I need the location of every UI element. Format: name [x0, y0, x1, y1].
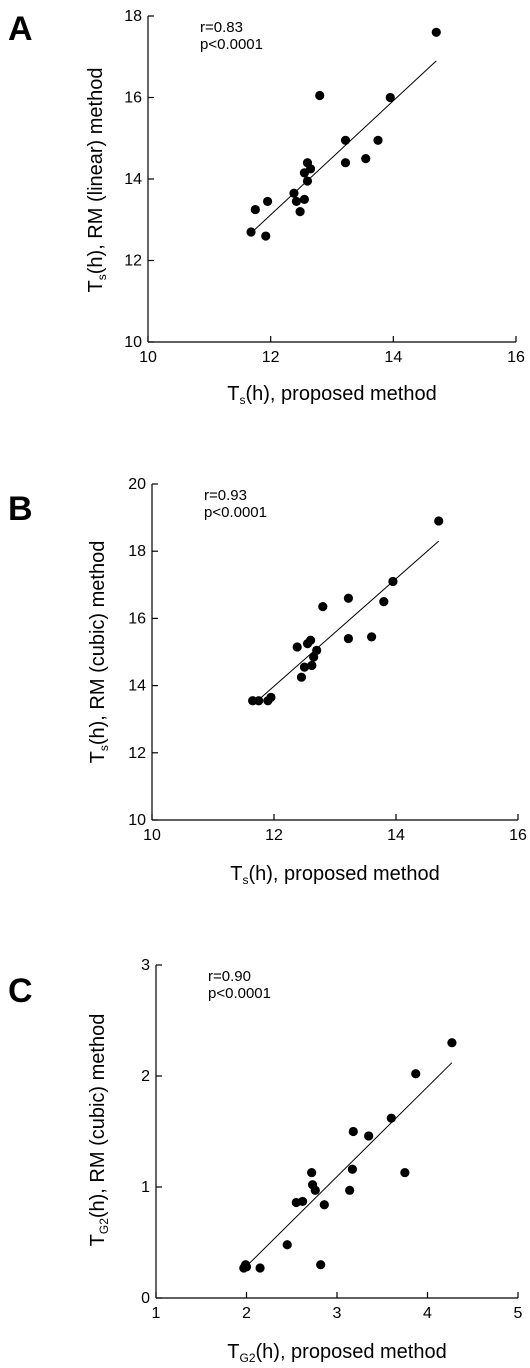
- y-tick-label: 10: [128, 812, 146, 829]
- data-point: [296, 672, 307, 682]
- data-point: [306, 635, 316, 645]
- stats-annotation: r=0.83: [200, 19, 243, 36]
- data-point: [255, 1263, 265, 1273]
- regression-line: [255, 540, 440, 703]
- x-tick-label: 10: [143, 827, 161, 844]
- x-tick-label: 12: [265, 827, 283, 844]
- x-axis-label: TG2(h), proposed method: [227, 1341, 446, 1365]
- x-axis-label: Ts(h), proposed method: [227, 383, 436, 407]
- panel-a: A 10 12 14 16 18 10 12 14 16 r=0.83p<0.0001 Ts(h), …: [8, 8, 525, 407]
- data-point: [299, 662, 310, 672]
- data-point: [246, 227, 256, 237]
- x-tick-label: 3: [333, 1305, 342, 1322]
- y-tick-label: 18: [124, 8, 142, 25]
- y-tick-label: 14: [124, 171, 142, 188]
- data-point: [345, 1185, 355, 1195]
- data-point: [343, 593, 354, 603]
- data-point: [315, 90, 325, 101]
- x-tick-label: 14: [387, 827, 405, 844]
- data-point: [431, 27, 441, 37]
- data-point: [310, 1185, 320, 1195]
- data-point: [379, 597, 389, 607]
- regression-line: [244, 1062, 453, 1269]
- data-point: [385, 92, 395, 103]
- data-point: [292, 642, 302, 652]
- data-point: [411, 1069, 421, 1079]
- panel-b: B 10 12 14 16 18 20 10 12 14 16 r=0.93p<0.0001 Ts(h)…: [8, 476, 527, 887]
- x-tick-label: 10: [139, 349, 157, 366]
- stats-annotation: p<0.0001: [204, 504, 267, 521]
- data-point: [241, 1262, 252, 1272]
- data-point: [254, 696, 264, 706]
- y-tick-label: 10: [124, 334, 142, 351]
- y-tick-label: 3: [141, 957, 150, 974]
- data-point: [340, 158, 351, 168]
- panel-letter: A: [8, 10, 33, 48]
- data-point: [302, 176, 313, 186]
- data-point: [348, 1126, 358, 1137]
- data-point: [250, 204, 260, 215]
- data-point: [299, 194, 309, 204]
- y-tick-label: 1: [141, 1179, 150, 1196]
- x-tick-label: 14: [384, 349, 402, 366]
- y-axis-label: TG2(h), RM (cubic) method: [87, 1014, 111, 1247]
- data-point: [447, 1038, 457, 1048]
- data-point: [347, 1164, 357, 1174]
- data-point: [361, 154, 371, 164]
- data-point: [307, 1167, 317, 1178]
- data-point: [319, 1200, 329, 1210]
- y-tick-label: 20: [128, 476, 146, 493]
- y-axis-label: Ts(h), RM (linear) method: [85, 68, 109, 293]
- data-point: [434, 516, 444, 526]
- y-tick-label: 0: [141, 1290, 150, 1307]
- stats-annotation: r=0.90: [208, 968, 251, 985]
- data-point: [343, 633, 354, 644]
- data-point: [298, 1196, 308, 1207]
- data-point: [340, 135, 351, 145]
- x-tick-label: 4: [423, 1305, 432, 1322]
- x-tick-label: 2: [242, 1305, 251, 1322]
- data-point: [386, 1113, 396, 1123]
- data-point: [307, 660, 317, 671]
- y-tick-label: 16: [124, 90, 142, 107]
- data-point: [289, 188, 299, 198]
- regression-line: [251, 60, 437, 233]
- y-tick-label: 18: [128, 543, 146, 560]
- stats-annotation: p<0.0001: [208, 985, 271, 1002]
- y-tick-label: 14: [128, 678, 146, 695]
- data-point: [305, 164, 316, 174]
- x-tick-label: 16: [507, 349, 525, 366]
- x-tick-label: 12: [262, 349, 280, 366]
- data-point: [263, 196, 273, 207]
- stats-annotation: r=0.93: [204, 487, 247, 504]
- y-axis-label: Ts(h), RM (cubic) method: [87, 541, 111, 764]
- data-point: [318, 602, 328, 612]
- x-tick-label: 1: [152, 1305, 161, 1322]
- panel-letter: B: [8, 490, 33, 528]
- data-point: [388, 576, 398, 587]
- y-tick-label: 16: [128, 610, 146, 627]
- x-tick-label: 5: [514, 1305, 523, 1322]
- x-axis-label: Ts(h), proposed method: [230, 863, 439, 887]
- x-tick-label: 16: [509, 827, 527, 844]
- data-point: [316, 1260, 326, 1270]
- data-point: [295, 207, 305, 217]
- data-point: [373, 135, 383, 145]
- data-point: [400, 1167, 410, 1178]
- y-tick-label: 12: [128, 745, 146, 762]
- data-point: [282, 1240, 292, 1250]
- stats-annotation: p<0.0001: [200, 36, 263, 53]
- data-point: [312, 645, 322, 655]
- data-point: [261, 231, 271, 241]
- data-point: [367, 632, 377, 642]
- y-tick-label: 2: [141, 1068, 150, 1085]
- data-point: [266, 692, 276, 702]
- y-tick-label: 12: [124, 253, 142, 270]
- data-point: [364, 1131, 374, 1141]
- data-point: [291, 196, 302, 207]
- panel-letter: C: [8, 972, 33, 1010]
